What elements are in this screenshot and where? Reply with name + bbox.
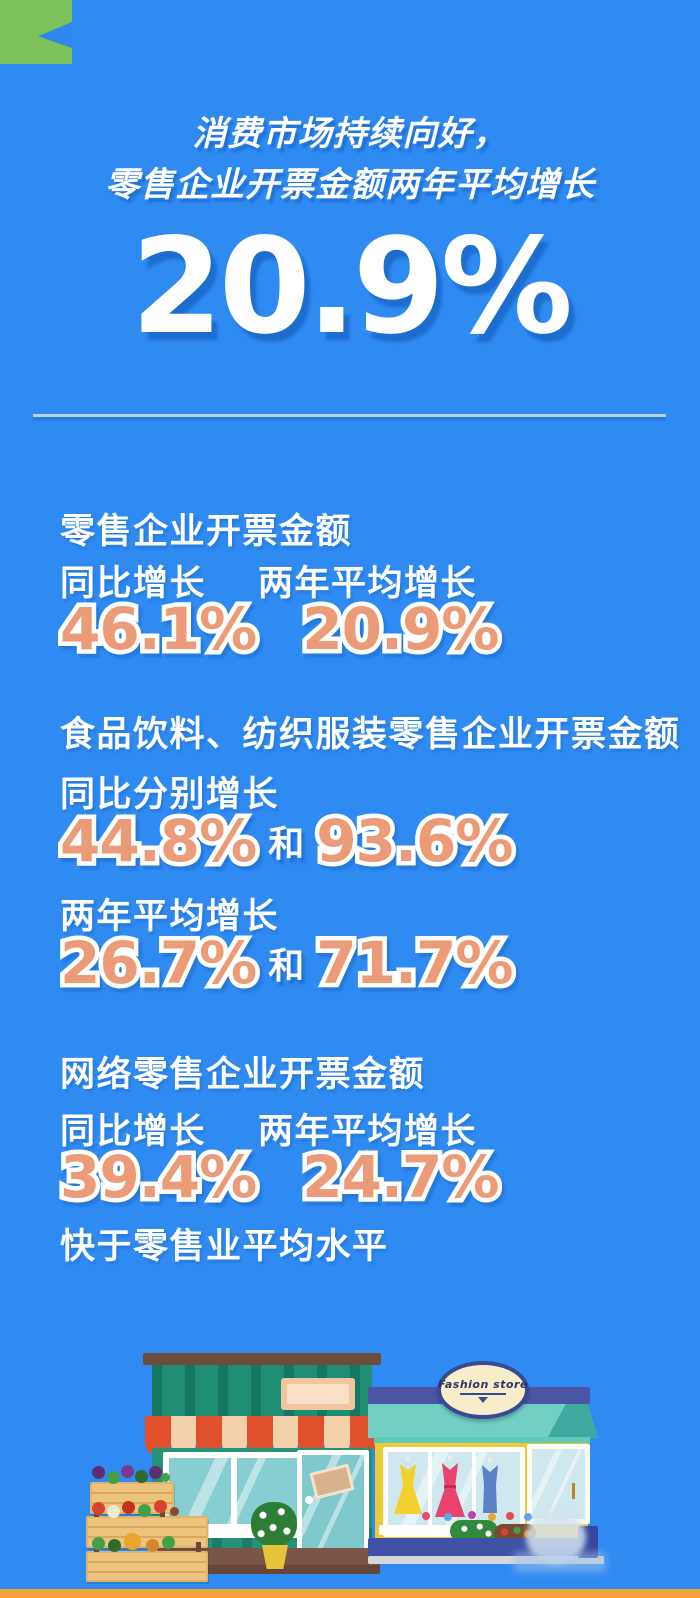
grocery-awning — [145, 1416, 376, 1456]
crate-post — [94, 1542, 99, 1552]
section-online-values: 39.4% 24.7% — [60, 1144, 499, 1211]
vegetable-crate — [86, 1516, 208, 1548]
dress-yellow-icon — [394, 1456, 422, 1514]
fashion-store-awning — [374, 1437, 590, 1449]
pavement — [368, 1556, 604, 1564]
grocery-sign-board — [281, 1378, 355, 1410]
stat-value-textile-avg: 71.7% — [316, 930, 513, 997]
fashion-store-door — [527, 1444, 590, 1524]
crate-post — [94, 1507, 99, 1517]
grocery-facade-lower — [152, 1448, 372, 1550]
grocery-roof — [143, 1353, 381, 1365]
crate-post — [196, 1542, 201, 1552]
corner-logo-wedge-icon — [38, 22, 72, 48]
fashion-window-sill — [379, 1525, 519, 1535]
section-retail-heading: 零售企业开票金额 — [60, 512, 353, 552]
section-food-textile-avg-values: 26.7% 和 71.7% — [60, 930, 513, 997]
watermark-blur-shadow — [514, 1552, 606, 1572]
grocery-door-sign — [309, 1463, 355, 1500]
planter-flowers-icon — [494, 1524, 536, 1542]
fashion-display-window — [383, 1447, 525, 1537]
corner-logo — [0, 0, 72, 64]
sign-underline — [460, 1392, 506, 1395]
fashion-store-base — [368, 1538, 590, 1558]
topiary-plant-icon — [251, 1502, 297, 1546]
planter-pot — [450, 1540, 488, 1558]
grocery-base-step — [158, 1548, 380, 1574]
section-online-retail-heading: 网络零售企业开票金额 — [60, 1055, 426, 1095]
grocery-door-knob — [305, 1496, 313, 1504]
section-online-footnote: 快于零售业平均水平 — [60, 1227, 389, 1267]
stat-value-food-yoy: 44.8% — [60, 808, 257, 875]
conjunction-and: 和 — [268, 823, 305, 865]
grocery-window — [163, 1452, 305, 1538]
stat-value-textile-yoy: 93.6% — [316, 808, 513, 875]
poster-title-line2: 零售企业开票金额两年平均增长 — [105, 165, 595, 205]
planter-pot — [492, 1540, 536, 1558]
fashion-store-sign-text: Fashion store — [438, 1377, 528, 1391]
grocery-door — [297, 1450, 369, 1560]
bottom-accent-bar — [0, 1589, 700, 1598]
section-retail-values: 46.1% 20.9% — [60, 596, 499, 663]
stat-value-yoy: 46.1% — [60, 596, 257, 663]
fashion-door-handle — [572, 1483, 575, 1499]
section-food-textile-yoy-values: 44.8% 和 93.6% — [60, 808, 513, 875]
section-retail-labels: 同比增长 两年平均增长 — [60, 555, 477, 606]
fashion-store-roof — [368, 1404, 598, 1438]
grocery-facade-upper — [152, 1365, 372, 1421]
divider-line — [33, 414, 666, 417]
section-food-textile-heading: 食品饮料、纺织服装零售企业开票金额 — [60, 715, 681, 755]
sign-arrow-icon — [478, 1396, 488, 1403]
vegetable-crate — [86, 1551, 208, 1582]
blue-bin — [578, 1526, 598, 1558]
stat-value-food-avg: 26.7% — [60, 930, 257, 997]
stat-value-online-yoy: 39.4% — [60, 1144, 257, 1211]
fashion-store-band — [368, 1387, 590, 1404]
crate-post — [160, 1507, 165, 1517]
conjunction-and: 和 — [268, 945, 305, 987]
headline-value: 20.9% — [131, 210, 573, 364]
stat-value-online-avg: 24.7% — [302, 1144, 499, 1211]
dress-blue-icon — [482, 1457, 498, 1513]
fashion-store-sign: Fashion store — [437, 1361, 529, 1419]
topiary-pot — [262, 1545, 288, 1569]
produce-tomatoes-icon — [92, 1502, 105, 1515]
grocery-window-sill — [157, 1524, 299, 1533]
produce-eggplants-icon — [92, 1466, 105, 1479]
watermark-blur — [526, 1510, 586, 1564]
dress-pink-icon — [435, 1455, 465, 1517]
vegetable-crate — [90, 1482, 174, 1514]
planter-bush-icon — [450, 1520, 498, 1542]
poster-title-line1: 消费市场持续向好， — [192, 114, 508, 154]
flowers-icon — [422, 1512, 430, 1520]
stat-value-two-year: 20.9% — [302, 596, 499, 663]
produce-pumpkin-icon — [92, 1537, 105, 1550]
fashion-store-facade — [375, 1443, 588, 1545]
